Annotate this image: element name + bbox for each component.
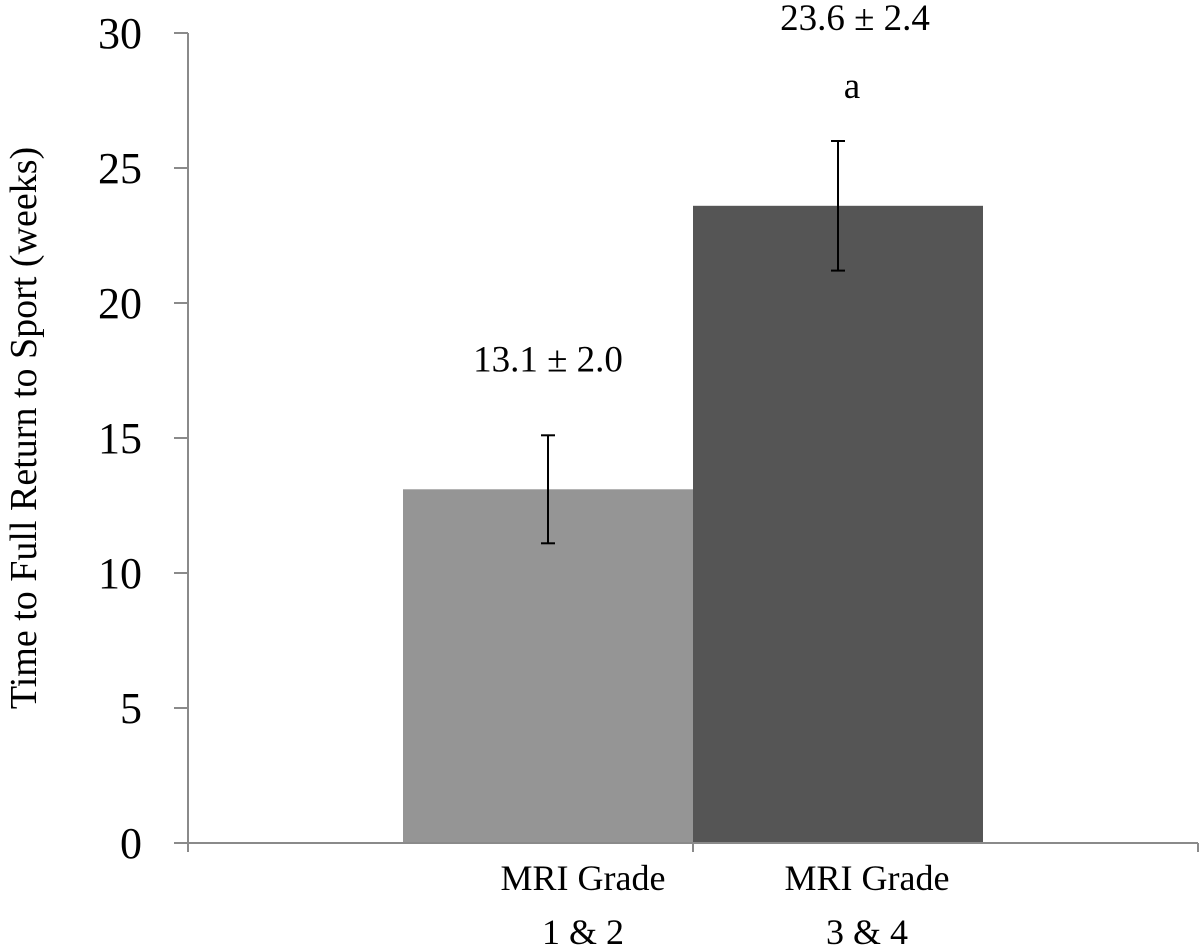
labels-layer: 13.1 ± 2.0 23.6 ± 2.4 a MRI Grade 1 & 2 MRI G… xyxy=(473,0,949,946)
category-label-2-line-1: MRI Grade xyxy=(785,858,950,898)
significance-marker-2: a xyxy=(844,66,860,107)
y-tick-label-30: 30 xyxy=(98,9,142,58)
bar-2 xyxy=(693,205,983,844)
y-tick-label-5: 5 xyxy=(120,684,142,733)
category-label-1-line-1: MRI Grade xyxy=(501,858,666,898)
y-tick-label-10: 10 xyxy=(98,549,142,598)
y-tick-label-15: 15 xyxy=(98,414,142,463)
y-tick-label-20: 20 xyxy=(98,279,142,328)
data-label-1: 13.1 ± 2.0 xyxy=(473,339,623,380)
data-label-2: 23.6 ± 2.4 xyxy=(780,0,930,39)
category-label-1-line-2: 1 & 2 xyxy=(542,912,624,946)
y-tick-label-25: 25 xyxy=(98,144,142,193)
error-bars-layer xyxy=(541,140,845,545)
bar-1 xyxy=(403,489,693,843)
y-tick-label-0: 0 xyxy=(120,819,142,868)
category-label-2-line-2: 3 & 4 xyxy=(826,912,908,946)
y-axis-label: Time to Full Return to Sport (weeks) xyxy=(3,147,45,709)
axes-layer: 0 5 10 15 20 25 30 xyxy=(98,9,1199,868)
bars-layer xyxy=(403,205,983,844)
